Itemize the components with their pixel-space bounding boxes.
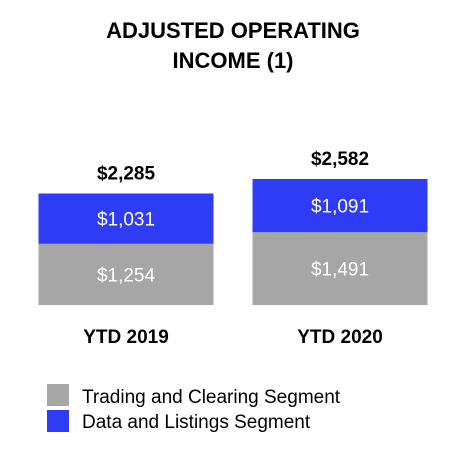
bar-group (38, 179, 428, 305)
bar-segment-data-listings-0 (38, 193, 214, 244)
bar-segment-data-listings-1 (252, 179, 428, 233)
data-label-trading-clearing-1: $1,491 (311, 260, 369, 281)
bar-segment-trading-clearing-1 (252, 232, 428, 305)
legend-swatch-data-listings (47, 410, 69, 432)
label-group: $1,254 $1,031 $2,285 YTD 2019 $1,491 $1,091 $2… (83, 149, 383, 348)
bar-segment-trading-clearing-0 (38, 243, 214, 305)
chart-title-line-2: INCOME (1) (173, 48, 294, 73)
category-label-0: YTD 2019 (83, 327, 169, 348)
data-label-trading-clearing-0: $1,254 (97, 265, 156, 286)
data-label-data-listings-0: $1,031 (97, 210, 155, 231)
legend-swatch-trading-clearing (47, 384, 69, 406)
legend: Trading and Clearing Segment Data and Li… (47, 384, 341, 433)
chart-title-line-1: ADJUSTED OPERATING (106, 18, 360, 43)
data-label-data-listings-1: $1,091 (311, 197, 369, 218)
category-label-1: YTD 2020 (297, 327, 383, 348)
legend-label-data-listings: Data and Listings Segment (82, 412, 311, 433)
legend-label-trading-clearing: Trading and Clearing Segment (82, 387, 341, 408)
total-label-1: $2,582 (311, 149, 369, 170)
total-label-0: $2,285 (97, 163, 156, 184)
